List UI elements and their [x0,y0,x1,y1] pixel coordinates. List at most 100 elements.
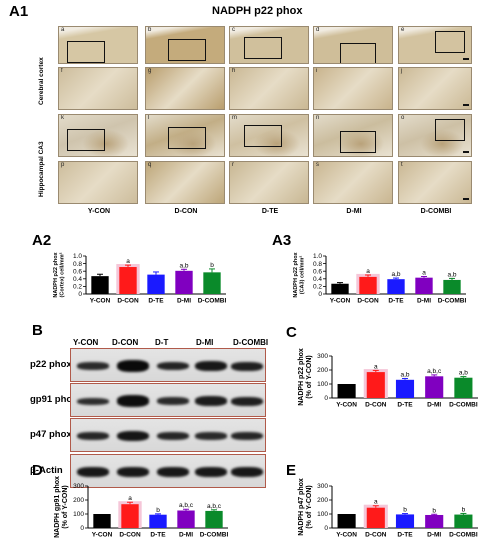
western-blot-band [77,467,109,477]
significance-label: a [366,268,370,275]
micrograph-letter: h [232,68,236,74]
micrograph-letter: p [61,162,65,168]
chart-a3: NADPH p22 phox(CA3) cell/mm² 00.20.40.60.… [293,251,467,305]
chart-c: NADPH p22 phox(% of Y-CON) 0 100 200 300 Y-CO… [298,348,478,409]
row-label-cortex: Cerebral cortex [38,57,45,105]
significance-label: a,b,c [207,503,222,510]
bar [91,276,109,294]
western-blot-band [231,467,263,477]
significance-label: a,b [400,372,409,379]
significance-label: b [403,507,407,514]
micrograph-panel: e [398,26,472,64]
y-axis-label-line: NADPH p22 phox [298,348,305,406]
significance-label: a,b [459,370,468,377]
significance-label: b [462,506,466,513]
significance-label: a,b,c [427,368,442,375]
micrograph-column-label: D-TE [261,208,279,215]
row-label-hippocampus: Hippocampal CA3 [38,141,45,197]
category-label: D-COMBI [449,402,478,409]
significance-label: a,b [391,271,400,278]
y-tick-label: 0 [318,291,322,298]
y-tick-label: 300 [73,483,84,490]
western-blot-lane-row [70,348,266,382]
y-axis-label: NADPH p47 phox(% of Y-CON) [298,478,313,536]
bar [415,277,433,294]
western-blot-column-label: D-MI [196,338,214,347]
bar [443,279,461,294]
western-blot-row-label: p22 phox [30,359,72,370]
y-tick-label: 0.4 [73,276,82,283]
y-tick-label: 100 [317,511,328,518]
scale-bar [463,151,469,153]
western-blot-band [195,432,227,440]
bar [387,279,405,294]
y-axis-label-line: NADPH p22 phox [53,251,59,297]
category-label: D-MI [179,532,193,539]
y-axis-label-line: (% of Y-CON) [306,485,313,528]
category-label: Y-CON [330,298,351,305]
bar [425,376,444,398]
panel-label-a2: A2 [32,232,52,249]
bar [359,276,377,294]
significance-label: a [374,499,378,506]
y-tick-label: 200 [73,497,84,504]
bar [331,283,349,294]
category-label: Y-CON [336,402,357,409]
bar [119,267,137,294]
micrograph-panel: r [229,161,309,204]
y-tick-label: 1.0 [313,253,322,260]
y-tick-label: 300 [317,483,328,490]
category-label: D-MI [427,402,441,409]
micrograph-letter: s [316,162,319,168]
inset-box [340,43,376,63]
western-blot-column-label: D-COMBI [233,338,269,347]
micrograph-panel: s [313,161,393,204]
y-tick-label: 0.8 [73,261,82,268]
inset-box [244,37,282,59]
y-axis-label-line: (% of Y-CON) [62,485,69,528]
bar [337,384,356,398]
significance-label: a [374,363,378,370]
micrograph-panel: m [229,114,309,157]
significance-label: a [422,270,426,277]
y-axis-label-line: (% of Y-CON) [306,355,313,398]
category-label: D-CON [119,532,141,539]
bar [337,514,356,528]
y-tick-label: 0 [324,525,328,532]
scale-bar [463,104,469,106]
micrograph-letter: k [61,115,64,121]
y-tick-label: 0.4 [313,276,322,283]
panel-label-e: E [286,462,297,479]
category-label: Y-CON [336,532,357,539]
significance-label: a,b [447,271,456,278]
western-blot-band [77,397,109,405]
western-blot-band [195,361,227,371]
significance-label: a [126,258,130,265]
category-label: D-MI [177,298,191,305]
y-tick-label: 0 [78,291,82,298]
bar [425,514,444,528]
inset-box [67,41,105,63]
micrograph-panel: n [313,114,393,157]
inset-box [244,125,282,147]
western-blot-column-label: Y-CON [73,338,99,347]
bar [454,514,473,528]
chart-a2: NADPH p22 phox(Cortex) cell/mm² 00.20.40.… [53,251,226,305]
micrograph-panel: p [58,161,138,204]
micrograph-letter: q [148,162,152,168]
scale-bar [463,198,469,200]
chart-d: NADPH gp91 phox(% of Y-CON) 0 100 200 300 Y-C… [54,476,229,539]
western-blot-band [157,397,189,405]
micrograph-letter: g [148,68,152,74]
western-blot-lane-row [70,383,266,417]
category-label: D-COMBI [200,532,229,539]
bar [205,510,223,528]
bar [395,379,415,398]
category-label: D-TE [397,402,413,409]
micrograph-panel: c [229,26,309,64]
category-label: Y-CON [92,532,113,539]
category-label: D-COMBI [438,298,467,305]
bar [121,504,139,528]
category-label: Y-CON [90,298,111,305]
western-blot-band [195,396,227,406]
